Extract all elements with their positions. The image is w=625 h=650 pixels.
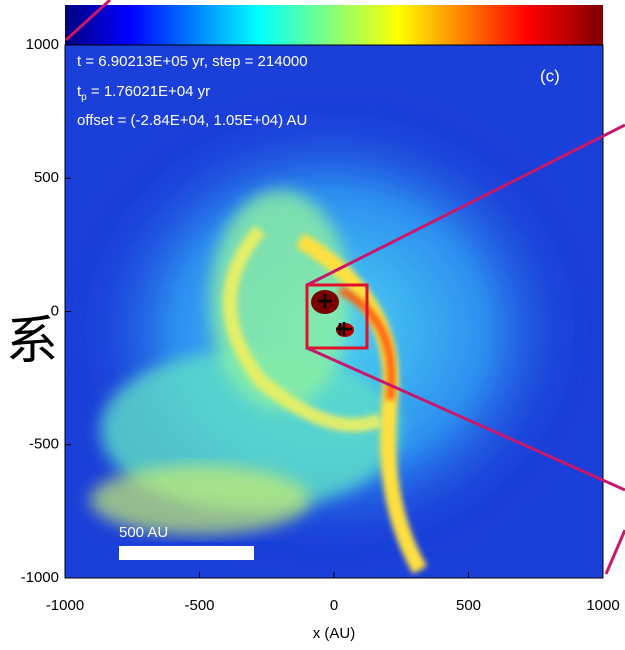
scale-bar-label: 500 AU — [119, 524, 168, 541]
colorbar — [65, 5, 603, 45]
callout-lines — [64, 0, 625, 575]
annotation-base: t — [77, 83, 82, 100]
annotation: offset = (-2.84E+04, 1.05E+04) AU — [77, 112, 307, 129]
annotation: tp = 1.76021E+04 yr — [77, 83, 210, 103]
x-tick-label: 500 — [456, 597, 481, 614]
scale-bar — [119, 546, 254, 560]
annotation-sub: p — [81, 92, 87, 103]
x-tick-label: 0 — [330, 597, 338, 614]
y-tick-label: 500 — [34, 169, 59, 186]
y-tick-label: -500 — [29, 436, 59, 453]
sink-particles — [318, 294, 352, 336]
x-tick-label: -500 — [184, 597, 214, 614]
panel-label: (c) — [540, 66, 560, 85]
y-tick-label: -1000 — [21, 569, 59, 586]
annotation: t = 6.90213E+05 yr, step = 214000 — [77, 53, 308, 70]
zoom-box — [305, 283, 369, 350]
x-axis-label: x (AU) — [313, 625, 356, 642]
density-map — [65, 45, 603, 578]
x-tick-label: 1000 — [586, 597, 619, 614]
x-tick-label: -1000 — [46, 597, 84, 614]
annotation-rest: = 1.76021E+04 yr — [87, 83, 210, 100]
y-tick-label: 1000 — [26, 36, 59, 53]
side-text: 系 — [6, 313, 58, 371]
y-tick-label: 0 — [51, 302, 59, 319]
